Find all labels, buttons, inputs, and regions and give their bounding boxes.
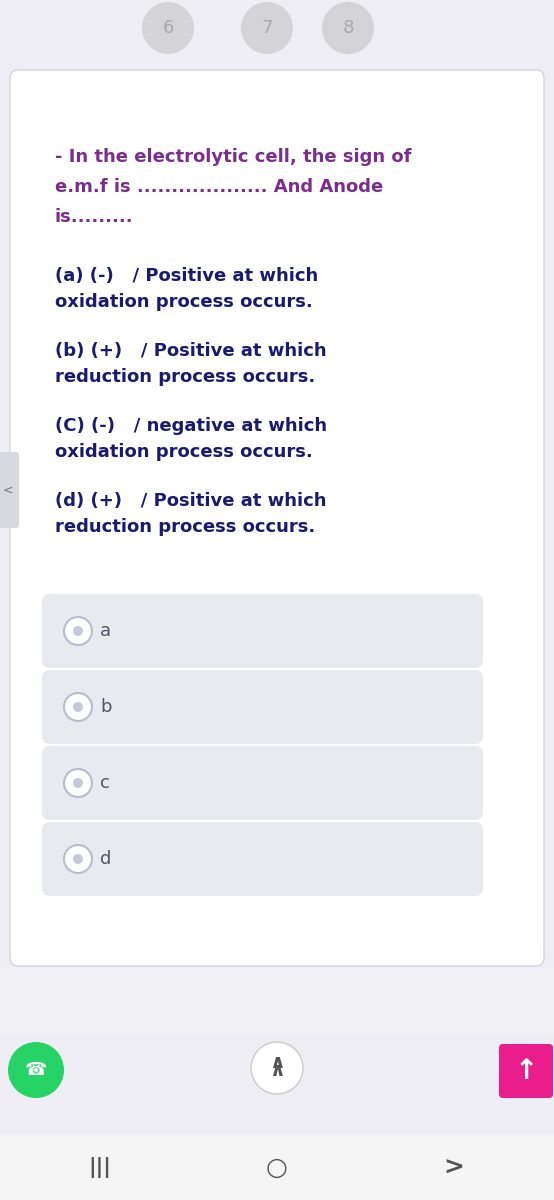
- Circle shape: [73, 702, 83, 712]
- Text: (b) (+)   / Positive at which: (b) (+) / Positive at which: [55, 342, 327, 360]
- Circle shape: [241, 2, 293, 54]
- Circle shape: [73, 626, 83, 636]
- Text: (a) (-)   / Positive at which: (a) (-) / Positive at which: [55, 266, 318, 284]
- Circle shape: [64, 769, 92, 797]
- FancyBboxPatch shape: [42, 670, 483, 744]
- FancyBboxPatch shape: [42, 822, 483, 896]
- FancyBboxPatch shape: [10, 70, 544, 966]
- Text: c: c: [100, 774, 110, 792]
- Text: oxidation process occurs.: oxidation process occurs.: [55, 293, 313, 311]
- Text: 8: 8: [342, 19, 353, 37]
- Text: ○: ○: [266, 1156, 288, 1180]
- Text: reduction process occurs.: reduction process occurs.: [55, 518, 315, 536]
- FancyBboxPatch shape: [42, 594, 483, 668]
- Text: ☎: ☎: [25, 1061, 47, 1079]
- FancyBboxPatch shape: [499, 1044, 553, 1098]
- Text: 6: 6: [162, 19, 174, 37]
- Circle shape: [8, 1042, 64, 1098]
- Text: b: b: [100, 698, 111, 716]
- Text: e.m.f is ................... And Anode: e.m.f is ................... And Anode: [55, 178, 383, 196]
- Circle shape: [73, 854, 83, 864]
- Text: >: >: [444, 1156, 464, 1180]
- FancyBboxPatch shape: [0, 452, 19, 528]
- Text: - In the electrolytic cell, the sign of: - In the electrolytic cell, the sign of: [55, 148, 412, 166]
- Circle shape: [142, 2, 194, 54]
- FancyBboxPatch shape: [0, 970, 554, 1034]
- Text: is.........: is.........: [55, 208, 134, 226]
- Circle shape: [64, 692, 92, 721]
- Circle shape: [64, 617, 92, 646]
- Text: reduction process occurs.: reduction process occurs.: [55, 368, 315, 386]
- Text: (C) (-)   / negative at which: (C) (-) / negative at which: [55, 416, 327, 434]
- Text: ∧: ∧: [269, 1054, 285, 1073]
- Text: 7: 7: [261, 19, 273, 37]
- Circle shape: [322, 2, 374, 54]
- FancyBboxPatch shape: [42, 746, 483, 820]
- Text: |||: |||: [89, 1157, 111, 1178]
- Text: ↑: ↑: [514, 1057, 537, 1085]
- Text: a: a: [100, 622, 111, 640]
- Circle shape: [251, 1042, 303, 1094]
- Text: ∧: ∧: [269, 1062, 285, 1080]
- Text: oxidation process occurs.: oxidation process occurs.: [55, 443, 313, 461]
- FancyBboxPatch shape: [0, 1135, 554, 1200]
- Text: d: d: [100, 850, 111, 868]
- Circle shape: [64, 845, 92, 874]
- Text: (d) (+)   / Positive at which: (d) (+) / Positive at which: [55, 492, 326, 510]
- Circle shape: [73, 778, 83, 788]
- Text: <: <: [3, 484, 13, 497]
